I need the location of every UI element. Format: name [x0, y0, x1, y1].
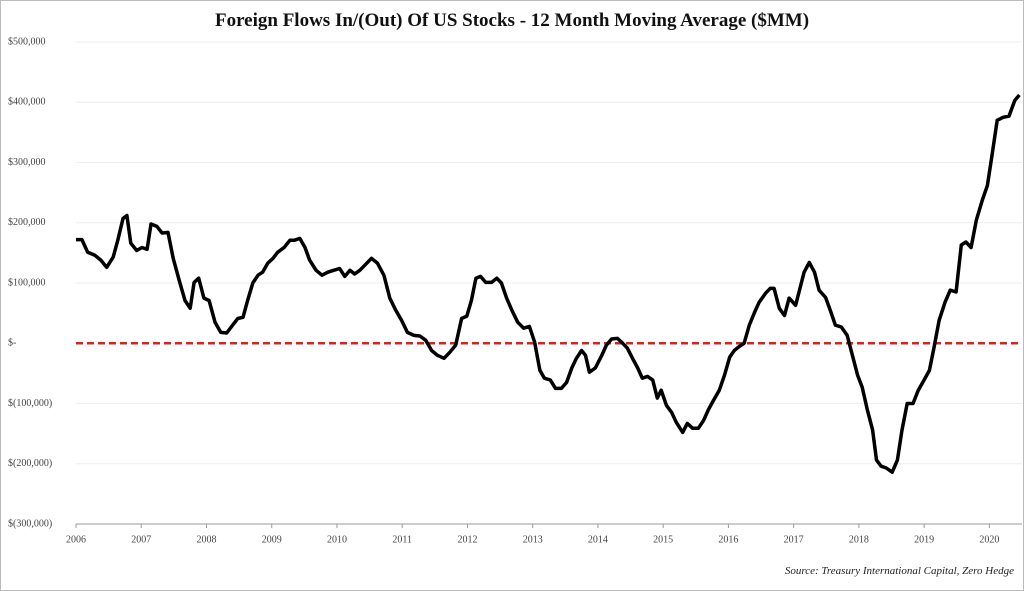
- y-tick-label: $100,000: [8, 277, 46, 288]
- x-tick-label: 2006: [66, 534, 86, 545]
- y-tick-label: $200,000: [8, 217, 46, 228]
- source-note: Source: Treasury International Capital, …: [785, 565, 1014, 577]
- y-tick-label: $-: [8, 338, 16, 349]
- x-tick-label: 2007: [131, 534, 151, 545]
- data-line: [76, 93, 1021, 474]
- x-tick-label: 2013: [523, 534, 543, 545]
- chart-title: Foreign Flows In/(Out) Of US Stocks - 12…: [215, 10, 809, 31]
- x-tick-label: 2008: [196, 534, 216, 545]
- x-tick-label: 2016: [718, 534, 738, 545]
- x-tick-label: 2020: [979, 534, 999, 545]
- x-tick-label: 2012: [457, 534, 477, 545]
- x-tick-label: 2019: [914, 534, 934, 545]
- x-tick-label: 2017: [784, 534, 804, 545]
- y-tick-label: $(300,000): [8, 518, 52, 529]
- y-tick-label: $(100,000): [8, 398, 52, 409]
- x-tick-label: 2015: [653, 534, 673, 545]
- y-tick-label: $500,000: [8, 36, 46, 47]
- y-tick-label: $400,000: [8, 97, 46, 108]
- x-tick-label: 2014: [588, 534, 608, 545]
- x-tick-label: 2010: [327, 534, 347, 545]
- x-tick-label: 2009: [262, 534, 282, 545]
- y-tick-label: $(200,000): [8, 458, 52, 469]
- x-tick-label: 2018: [849, 534, 869, 545]
- x-tick-label: 2011: [392, 534, 412, 545]
- y-tick-label: $300,000: [8, 157, 46, 168]
